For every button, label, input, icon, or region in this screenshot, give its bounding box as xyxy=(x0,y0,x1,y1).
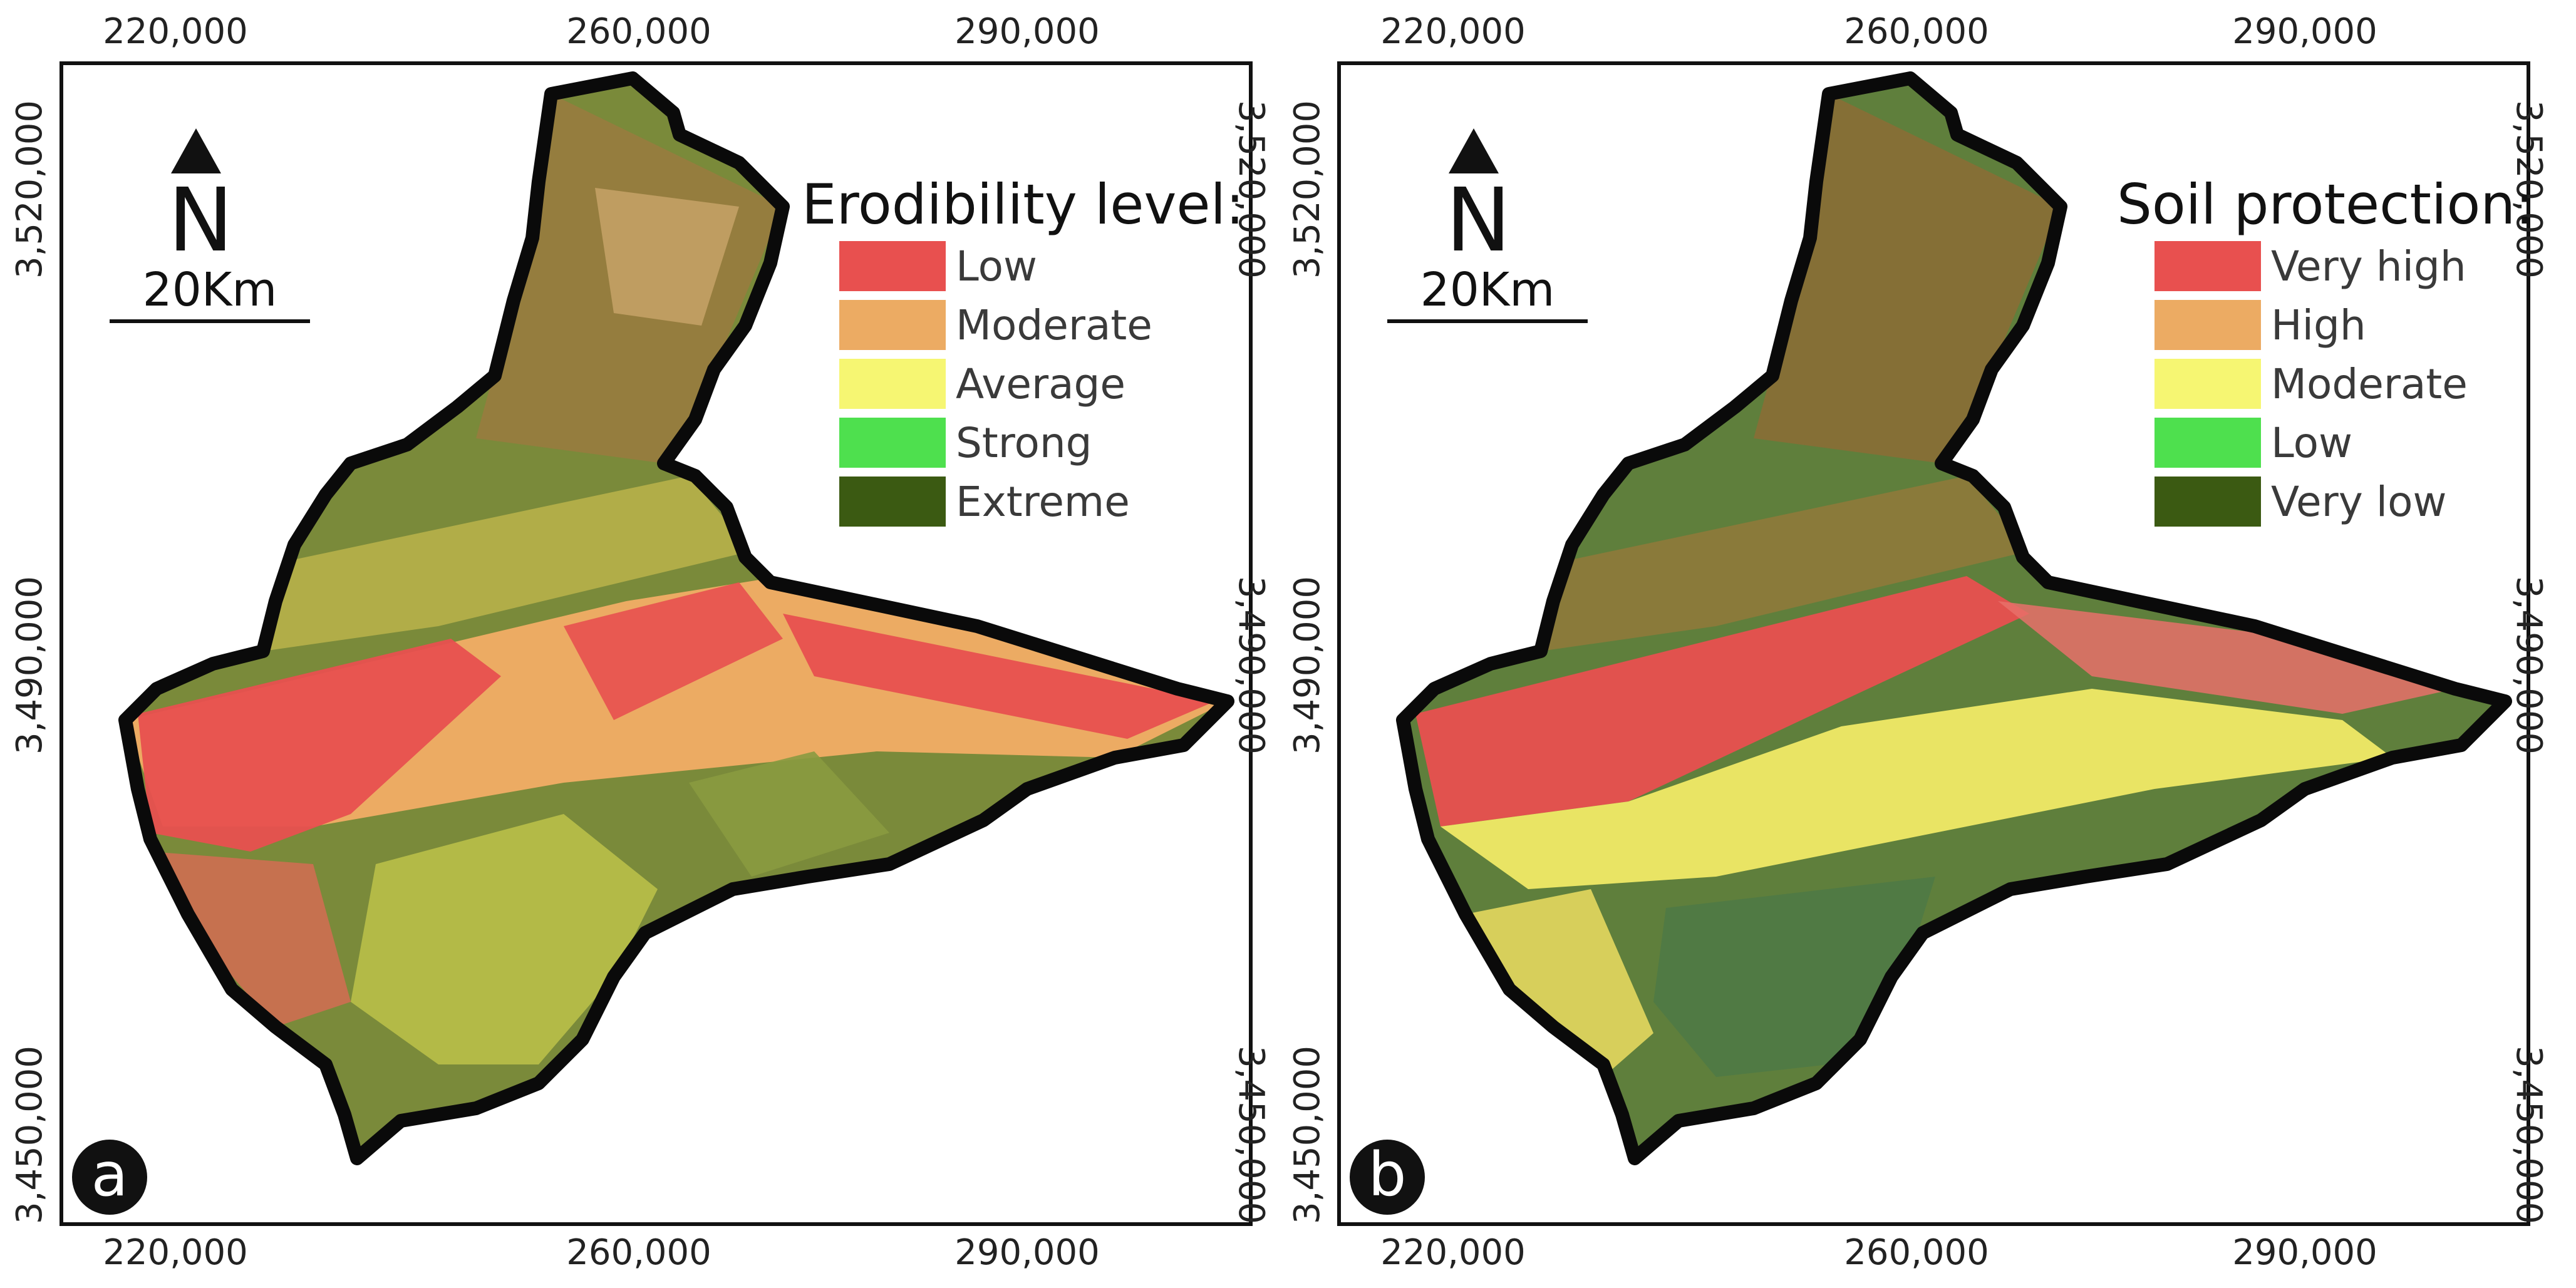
legend-title: Erodibility level: xyxy=(802,172,1244,237)
legend-swatch xyxy=(839,359,946,409)
legend-swatch xyxy=(2154,300,2261,350)
y-tick-label: 3,450,000 xyxy=(2508,1045,2550,1225)
legend-swatch xyxy=(2154,418,2261,468)
north-arrow-icon xyxy=(171,128,221,173)
north-arrow-icon xyxy=(1449,128,1499,173)
panel-letter-badge: a xyxy=(72,1140,147,1215)
map-panel-b: 220,000 260,000 290,000 220,000 260,000 … xyxy=(1278,0,2555,1288)
legend-swatch xyxy=(2154,359,2261,409)
y-tick-label: 3,450,000 xyxy=(1231,1045,1272,1225)
legend-label: Very high xyxy=(2271,242,2466,291)
north-arrow: N xyxy=(168,128,234,272)
legend-item: Moderate xyxy=(839,296,1244,354)
north-arrow: N xyxy=(1446,128,1511,272)
study-area-map xyxy=(118,71,1234,1165)
x-tick-label: 220,000 xyxy=(1380,1232,1526,1273)
legend-item: Very low xyxy=(2154,472,2534,531)
legend-label: Very low xyxy=(2271,477,2447,526)
legend-label: Extreme xyxy=(956,477,1130,526)
legend-item: Low xyxy=(2154,413,2534,472)
legend-label: Moderate xyxy=(2271,359,2468,408)
y-tick-label: 3,520,000 xyxy=(1287,100,1328,279)
y-tick-label: 3,490,000 xyxy=(2508,575,2550,755)
legend-item: Moderate xyxy=(2154,354,2534,413)
legend-item: Strong xyxy=(839,413,1244,472)
y-tick-label: 3,520,000 xyxy=(9,100,51,279)
legend-item: Low xyxy=(839,237,1244,296)
scale-label: 20Km xyxy=(142,263,277,317)
y-tick-label: 3,490,000 xyxy=(1287,575,1328,755)
y-tick-label: 3,450,000 xyxy=(1287,1045,1328,1225)
x-tick-label: 220,000 xyxy=(1380,11,1526,52)
scale-label: 20Km xyxy=(1420,263,1555,317)
legend-swatch xyxy=(839,477,946,527)
legend-item: Very high xyxy=(2154,237,2534,296)
x-tick-label: 260,000 xyxy=(1844,11,1989,52)
legend-label: Strong xyxy=(956,418,1092,467)
legend-label: Low xyxy=(956,242,1037,291)
legend-label: High xyxy=(2271,301,2366,349)
y-tick-label: 3,490,000 xyxy=(9,575,51,755)
legend-swatch xyxy=(2154,241,2261,291)
legend: Soil protection: Very high High Moderate… xyxy=(2117,172,2534,531)
legend-swatch xyxy=(2154,477,2261,527)
x-tick-label: 290,000 xyxy=(2232,11,2377,52)
legend-item: Average xyxy=(839,354,1244,413)
legend-label: Low xyxy=(2271,418,2352,467)
scale-bar-line xyxy=(110,319,310,323)
x-tick-label: 290,000 xyxy=(2232,1232,2377,1273)
north-label: N xyxy=(1446,170,1511,272)
x-tick-label: 220,000 xyxy=(103,11,248,52)
scale-bar: 20Km xyxy=(1387,263,1588,323)
x-tick-label: 290,000 xyxy=(954,1232,1100,1273)
panel-letter-badge: b xyxy=(1350,1140,1425,1215)
legend: Erodibility level: Low Moderate Average … xyxy=(802,172,1244,531)
x-tick-label: 260,000 xyxy=(1844,1232,1989,1273)
legend-swatch xyxy=(839,418,946,468)
scale-bar-line xyxy=(1387,319,1588,323)
legend-item: High xyxy=(2154,296,2534,354)
x-tick-label: 290,000 xyxy=(954,11,1100,52)
legend-item: Extreme xyxy=(839,472,1244,531)
x-tick-label: 260,000 xyxy=(566,11,711,52)
legend-title: Soil protection: xyxy=(2117,172,2534,237)
x-tick-label: 260,000 xyxy=(566,1232,711,1273)
legend-label: Average xyxy=(956,359,1126,408)
legend-swatch xyxy=(839,241,946,291)
y-tick-label: 3,450,000 xyxy=(9,1045,51,1225)
y-tick-label: 3,490,000 xyxy=(1231,575,1272,755)
north-label: N xyxy=(168,170,234,272)
scale-bar: 20Km xyxy=(110,263,310,323)
x-tick-label: 220,000 xyxy=(103,1232,248,1273)
legend-label: Moderate xyxy=(956,301,1152,349)
study-area-map xyxy=(1396,71,2512,1165)
map-panel-a: 220,000 260,000 290,000 220,000 260,000 … xyxy=(0,0,1278,1288)
legend-swatch xyxy=(839,300,946,350)
